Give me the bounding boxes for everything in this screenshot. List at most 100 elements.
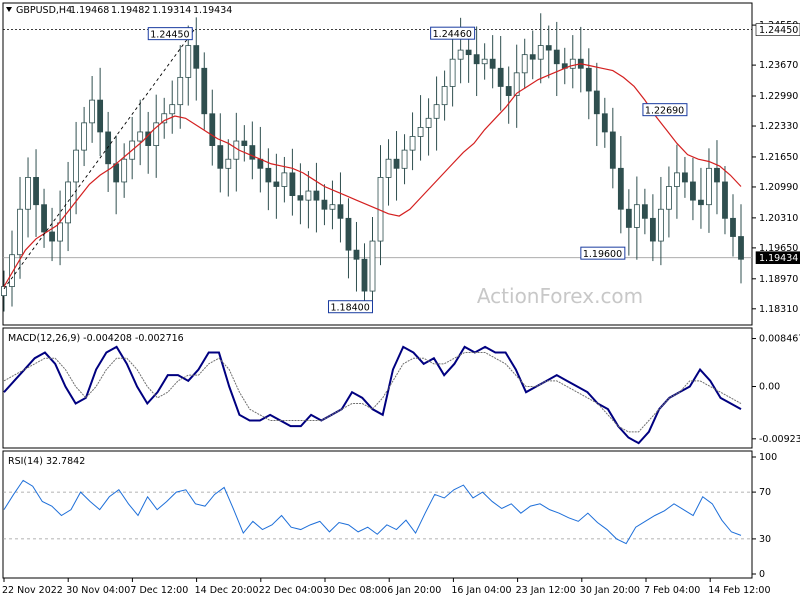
candle-body bbox=[329, 204, 336, 210]
rsi-panel-frame bbox=[2, 450, 753, 579]
candle-body bbox=[209, 113, 216, 146]
candle-body bbox=[193, 45, 200, 69]
price-y-tick-label: 1.22990 bbox=[759, 91, 798, 102]
candle-body bbox=[281, 172, 288, 187]
candle-body bbox=[169, 104, 176, 115]
x-axis-label: 14 Feb 12:00 bbox=[708, 585, 770, 596]
candle-body bbox=[497, 67, 504, 87]
candle-body bbox=[722, 181, 728, 219]
candle-body bbox=[457, 49, 464, 60]
candle-body bbox=[57, 222, 63, 242]
candle-body bbox=[666, 186, 672, 210]
candle-body bbox=[690, 181, 696, 201]
candle-body bbox=[361, 258, 368, 292]
candle-body bbox=[465, 49, 472, 56]
candle-body bbox=[730, 217, 736, 237]
annotation-label: 1.19600 bbox=[583, 249, 622, 260]
candle-body bbox=[393, 158, 400, 169]
candle-body bbox=[313, 190, 320, 201]
candle-body bbox=[305, 190, 312, 201]
candle-body bbox=[433, 104, 440, 119]
x-axis-label: 7 Feb 04:00 bbox=[644, 585, 700, 596]
rsi-y-tick-label: 100 bbox=[759, 452, 777, 463]
x-axis-label: 16 Jan 04:00 bbox=[451, 585, 511, 596]
candle-body bbox=[505, 86, 512, 96]
x-axis-label: 7 Dec 12:00 bbox=[130, 585, 188, 596]
annotation-label: 1.22690 bbox=[645, 106, 684, 117]
rsi-line bbox=[3, 479, 742, 545]
candle-body bbox=[714, 167, 720, 183]
price-y-tick-label: 1.21650 bbox=[759, 152, 798, 163]
annotation-box bbox=[430, 26, 476, 40]
candle-body bbox=[425, 117, 432, 128]
candle-body bbox=[201, 67, 208, 115]
annotation-box bbox=[642, 103, 688, 117]
candle-body bbox=[81, 122, 88, 151]
watermark: ActionForex.com bbox=[477, 284, 643, 308]
reference-price-tag: 1.24450 bbox=[759, 25, 798, 36]
annotation-label: 1.24450 bbox=[150, 30, 189, 41]
candle-body bbox=[657, 208, 664, 242]
candle-body bbox=[401, 149, 408, 169]
dropdown-triangle-icon bbox=[6, 7, 12, 12]
annotation-label: 1.18400 bbox=[330, 303, 369, 314]
candle-body bbox=[385, 158, 392, 178]
annotation-box bbox=[147, 27, 193, 41]
x-axis-label: 30 Nov 04:00 bbox=[66, 585, 130, 596]
current-price-tag-box bbox=[755, 251, 800, 265]
candle-body bbox=[674, 172, 680, 187]
rsi-label: RSI(14) 32.7842 bbox=[8, 456, 85, 467]
candle-body bbox=[593, 90, 600, 115]
x-axis-label: 22 Nov 2022 bbox=[2, 585, 63, 596]
candle-body bbox=[633, 204, 640, 228]
rsi-y-tick-label: 70 bbox=[759, 487, 771, 498]
candle-body bbox=[569, 58, 576, 69]
annotation-box bbox=[327, 300, 373, 314]
candle-body bbox=[9, 254, 15, 287]
macd-label: MACD(12,26,9) -0.004208 -0.002716 bbox=[8, 333, 184, 344]
candle-body bbox=[489, 58, 496, 69]
candle-body bbox=[65, 181, 71, 224]
candle-body bbox=[601, 113, 608, 133]
ohlc-value: 1.19468 bbox=[70, 5, 109, 16]
macd-signal-line bbox=[3, 352, 742, 433]
candle-body bbox=[738, 236, 744, 260]
candle-body bbox=[337, 204, 344, 219]
candle-body bbox=[161, 113, 168, 124]
candle-body bbox=[321, 199, 328, 210]
macd-y-tick-label: 0.00 bbox=[759, 382, 780, 393]
rsi-y-tick-label: 30 bbox=[759, 534, 771, 545]
price-y-tick-label: 1.23670 bbox=[759, 60, 798, 71]
candle-body bbox=[297, 195, 304, 201]
price-y-tick-label: 1.19650 bbox=[759, 243, 798, 254]
candle-body bbox=[25, 177, 31, 210]
current-price-tag: 1.19434 bbox=[759, 253, 798, 264]
candle-body bbox=[97, 99, 104, 133]
candle-body bbox=[345, 217, 352, 251]
candle-body bbox=[225, 158, 232, 169]
candle-body bbox=[441, 86, 448, 106]
reference-price-tag-box bbox=[755, 23, 800, 36]
candle-body bbox=[617, 167, 624, 210]
candle-body bbox=[585, 67, 592, 92]
candle-body bbox=[698, 199, 704, 206]
macd-macd-line bbox=[3, 345, 742, 445]
candle-body bbox=[17, 208, 23, 256]
symbol-label: GBPUSD,H4 bbox=[16, 5, 72, 16]
price-y-tick-label: 1.18310 bbox=[759, 304, 798, 315]
x-axis-label: 23 Jan 12:00 bbox=[516, 585, 576, 596]
candle-body bbox=[289, 172, 296, 196]
candle-body bbox=[49, 231, 55, 242]
candle-body bbox=[1, 286, 7, 297]
price-panel-frame bbox=[2, 2, 753, 326]
moving-average-line bbox=[3, 63, 742, 287]
x-axis-label: 30 Dec 08:00 bbox=[323, 585, 387, 596]
candle-body bbox=[41, 204, 47, 233]
price-y-tick-label: 1.18970 bbox=[759, 274, 798, 285]
candle-body bbox=[537, 45, 544, 60]
candle-body bbox=[73, 149, 79, 183]
candle-body bbox=[241, 140, 248, 146]
candle-body bbox=[473, 54, 480, 65]
